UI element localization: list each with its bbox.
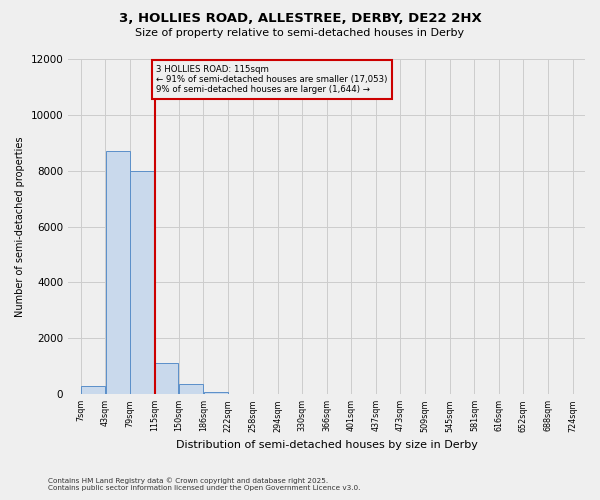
Text: 3, HOLLIES ROAD, ALLESTREE, DERBY, DE22 2HX: 3, HOLLIES ROAD, ALLESTREE, DERBY, DE22 … [119,12,481,26]
Bar [179,384,203,394]
Y-axis label: Number of semi-detached properties: Number of semi-detached properties [15,136,25,317]
Bar [155,364,178,394]
Text: Size of property relative to semi-detached houses in Derby: Size of property relative to semi-detach… [136,28,464,38]
Text: Contains HM Land Registry data © Crown copyright and database right 2025.
Contai: Contains HM Land Registry data © Crown c… [48,478,361,491]
Bar [203,392,228,394]
Text: 3 HOLLIES ROAD: 115sqm
← 91% of semi-detached houses are smaller (17,053)
9% of : 3 HOLLIES ROAD: 115sqm ← 91% of semi-det… [156,64,388,94]
Bar [106,151,130,394]
X-axis label: Distribution of semi-detached houses by size in Derby: Distribution of semi-detached houses by … [176,440,478,450]
Bar [81,386,105,394]
Bar [130,170,154,394]
